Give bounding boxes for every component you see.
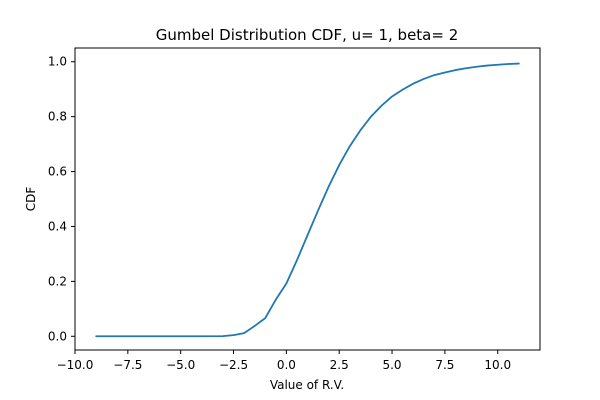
y-tick-label: 0.0 xyxy=(48,329,67,343)
chart-title: Gumbel Distribution CDF, u= 1, beta= 2 xyxy=(156,26,459,44)
cdf-series-line xyxy=(95,62,520,338)
x-tick-label: 7.5 xyxy=(435,358,454,372)
plot-area xyxy=(95,62,520,338)
axis-ticks: −10.0 −7.5 −5.0 −2.5 0.0 2.5 5.0 7.5 10.0 0.0 0.2 0… xyxy=(48,55,511,372)
x-tick-label: 10.0 xyxy=(484,358,511,372)
x-tick-label: −7.5 xyxy=(113,358,142,372)
y-tick-label: 0.2 xyxy=(48,274,67,288)
x-tick-label: 5.0 xyxy=(382,358,401,372)
x-tick-label: 2.5 xyxy=(330,358,349,372)
x-axis-label: Value of R.V. xyxy=(270,378,344,392)
x-tick-label: −10.0 xyxy=(57,358,94,372)
x-tick-label: 0.0 xyxy=(277,358,296,372)
y-tick-label: 0.4 xyxy=(48,219,67,233)
y-tick-label: 0.8 xyxy=(48,110,67,124)
y-tick-label: 1.0 xyxy=(48,55,67,69)
x-tick-label: −2.5 xyxy=(219,358,248,372)
x-tick-label: −5.0 xyxy=(166,358,195,372)
axes-frame xyxy=(74,47,541,351)
y-tick-label: 0.6 xyxy=(48,165,67,179)
y-axis-label: CDF xyxy=(24,187,38,212)
